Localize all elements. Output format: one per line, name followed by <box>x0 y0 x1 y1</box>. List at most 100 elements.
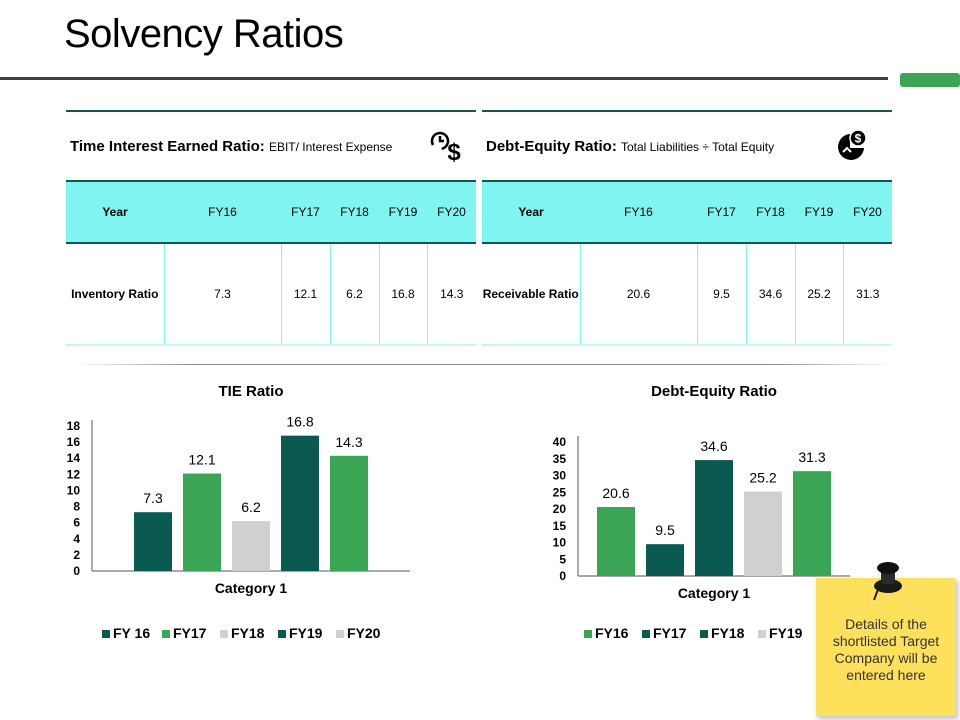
table-cell: 7.3 <box>164 243 282 346</box>
section-divider <box>74 364 892 365</box>
y-tick-label: 18 <box>67 419 81 433</box>
svg-text:$: $ <box>855 132 862 146</box>
legend-swatch <box>278 630 286 638</box>
y-tick-label: 6 <box>73 516 80 530</box>
y-tick-label: 12 <box>67 467 81 481</box>
legend-swatch <box>336 630 344 638</box>
svg-text:$: $ <box>447 139 461 164</box>
y-tick-label: 20 <box>553 502 567 516</box>
table-cell: 20.6 <box>580 243 698 346</box>
bar-fy20 <box>793 471 831 576</box>
y-tick-label: 2 <box>73 548 80 562</box>
y-tick-label: 16 <box>67 435 81 449</box>
table-cell: 34.6 <box>746 243 796 346</box>
table-header-cell: FY16 <box>164 180 281 244</box>
table-header-cell: FY17 <box>281 180 330 244</box>
data-label: 12.1 <box>188 452 215 468</box>
category-label: Category 1 <box>215 580 288 596</box>
data-label: 7.3 <box>143 490 163 506</box>
accent-tab <box>900 73 960 87</box>
table-header-cell: FY17 <box>697 180 746 244</box>
panel-top-rule <box>66 110 476 112</box>
debt-equity-chart: Debt-Equity Ratio 0 5 10 15 20 25 30 35 40 20.6 9.5… <box>520 378 920 658</box>
bar-fy19 <box>744 491 782 576</box>
bar-fy19 <box>281 435 319 571</box>
table-header-cell: FY18 <box>746 180 795 244</box>
table-header-cell: FY19 <box>379 180 427 244</box>
sticky-note: Details of the shortlisted Target Compan… <box>816 578 956 716</box>
clock-dollar-icon: $ <box>430 131 461 164</box>
data-label: 9.5 <box>655 522 675 538</box>
table-header-cell: Year <box>482 180 580 244</box>
table-header-cell: FY20 <box>843 180 892 244</box>
legend-swatch <box>102 630 110 638</box>
legend-label: FY19 <box>289 625 323 641</box>
y-tick-label: 15 <box>553 519 567 533</box>
legend-swatch <box>220 630 228 638</box>
y-tick-label: 8 <box>73 500 80 514</box>
table-header-cell: FY16 <box>580 180 697 244</box>
table-header-cell: FY18 <box>330 180 379 244</box>
table-row-label: Receivable Ratio <box>482 243 581 346</box>
table-row: Inventory Ratio 7.3 12.1 6.2 16.8 14.3 <box>66 243 476 346</box>
chart-svg: Debt-Equity Ratio 0 5 10 15 20 25 30 35 40 20.6 9.5… <box>553 383 850 641</box>
y-tick-label: 40 <box>553 435 567 449</box>
y-tick-label: 10 <box>67 483 81 497</box>
legend-label: FY19 <box>769 625 803 641</box>
y-tick-label: 14 <box>67 451 81 465</box>
table-row-label: Inventory Ratio <box>66 243 165 346</box>
legend-swatch <box>700 630 708 638</box>
table-cell: 14.3 <box>427 243 476 346</box>
de-panel-heading: Debt-Equity Ratio: Total Liabilities ÷ T… <box>486 138 774 155</box>
legend-label: FY17 <box>173 625 207 641</box>
table-cell: 9.5 <box>697 243 747 346</box>
table-header-cell: Year <box>66 180 164 244</box>
y-tick-label: 0 <box>559 569 566 583</box>
y-tick-label: 30 <box>553 469 567 483</box>
chart-title: Debt-Equity Ratio <box>651 383 777 400</box>
data-label: 14.3 <box>335 434 362 450</box>
push-pin-icon <box>873 562 902 601</box>
page-title: Solvency Ratios <box>64 12 344 56</box>
de-ratio-table: Year FY16 FY17 FY18 FY19 FY20 Receivable… <box>482 180 892 346</box>
tie-formula: EBIT/ Interest Expense <box>268 140 393 154</box>
tie-ratio-panel: Time Interest Earned Ratio: EBIT/ Intere… <box>66 110 476 350</box>
bar-fy16 <box>134 512 172 571</box>
data-label: 31.3 <box>798 449 825 465</box>
legend-label: FY18 <box>711 625 745 641</box>
chart-title: TIE Ratio <box>218 383 283 400</box>
legend-label: FY 16 <box>113 625 150 641</box>
data-label: 20.6 <box>602 485 629 501</box>
panel-top-rule <box>482 110 892 112</box>
pie-dollar-icon: $ <box>838 129 867 160</box>
legend-swatch <box>584 630 592 638</box>
title-divider <box>0 77 888 80</box>
table-cell: 16.8 <box>379 243 428 346</box>
bar-fy17 <box>646 544 684 576</box>
y-tick-label: 10 <box>553 536 567 550</box>
legend-swatch <box>162 630 170 638</box>
legend-swatch <box>758 630 766 638</box>
table-cell: 31.3 <box>843 243 892 346</box>
legend-label: FY20 <box>347 625 381 641</box>
tie-panel-heading: Time Interest Earned Ratio: EBIT/ Intere… <box>70 138 392 155</box>
table-cell: 6.2 <box>330 243 380 346</box>
y-tick-label: 4 <box>73 532 80 546</box>
legend-label: FY17 <box>653 625 687 641</box>
bar-fy18 <box>695 460 733 576</box>
tie-ratio-table: Year FY16 FY17 FY18 FY19 FY20 Inventory … <box>66 180 476 346</box>
legend-label: FY16 <box>595 625 629 641</box>
data-label: 34.6 <box>700 438 727 454</box>
chart-svg: TIE Ratio 0 2 4 6 8 10 12 14 16 18 7.3 12.1 6.2 16.8 14… <box>67 383 410 641</box>
table-header-cell: FY20 <box>427 180 476 244</box>
de-heading-label: Debt-Equity Ratio: <box>486 138 617 155</box>
bar-fy18 <box>232 521 270 571</box>
table-cell: 25.2 <box>795 243 844 346</box>
table-header-row: Year FY16 FY17 FY18 FY19 FY20 <box>66 180 476 244</box>
legend-swatch <box>642 630 650 638</box>
table-row: Receivable Ratio 20.6 9.5 34.6 25.2 31.3 <box>482 243 892 346</box>
y-tick-label: 0 <box>73 564 80 578</box>
y-tick-label: 5 <box>559 552 566 566</box>
category-label: Category 1 <box>678 585 751 601</box>
de-formula: Total Liabilities ÷ Total Equity <box>621 140 775 154</box>
